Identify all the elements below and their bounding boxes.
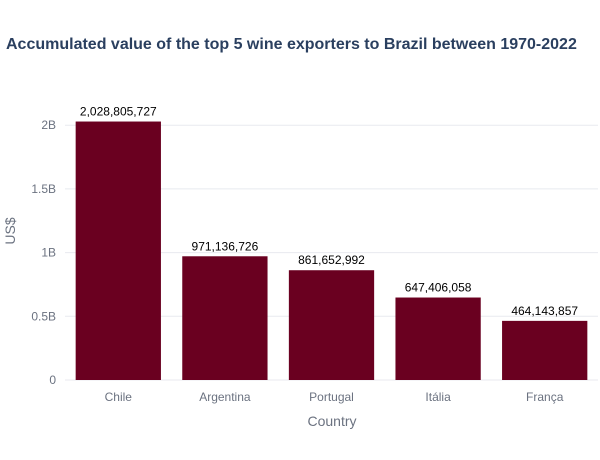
data-label: 861,652,992 — [298, 253, 365, 267]
y-tick-label: 0 — [49, 373, 56, 387]
x-tick-label: França — [526, 390, 564, 404]
data-label: 971,136,726 — [192, 239, 259, 253]
y-tick-label: 2B — [41, 118, 56, 132]
bar-frança[interactable] — [502, 320, 588, 380]
x-tick-label: Portugal — [309, 390, 354, 404]
data-labels: 2,028,805,727 971,136,726 861,652,992 647,4… — [80, 105, 578, 318]
bar-argentina[interactable] — [182, 256, 268, 380]
data-label: 464,143,857 — [511, 304, 578, 318]
bar-portugal[interactable] — [288, 270, 375, 380]
x-axis: Chile Argentina Portugal Itália França — [105, 390, 564, 404]
y-tick-label: 1.5B — [31, 182, 56, 196]
bar-itália[interactable] — [395, 297, 481, 380]
y-axis-title: US$ — [2, 217, 18, 244]
bars — [75, 121, 588, 380]
y-tick-label: 0.5B — [31, 309, 56, 323]
bar-chile[interactable] — [75, 121, 161, 380]
x-axis-title: Country — [307, 413, 356, 429]
y-tick-label: 1B — [41, 246, 56, 260]
x-tick-label: Itália — [425, 390, 451, 404]
chart-title: Accumulated value of the top 5 wine expo… — [6, 36, 577, 53]
x-tick-label: Chile — [105, 390, 133, 404]
data-label: 647,406,058 — [405, 281, 472, 295]
data-label: 2,028,805,727 — [80, 105, 157, 119]
x-tick-label: Argentina — [199, 390, 251, 404]
y-axis: 0 0.5B 1B 1.5B 2B — [31, 118, 56, 387]
